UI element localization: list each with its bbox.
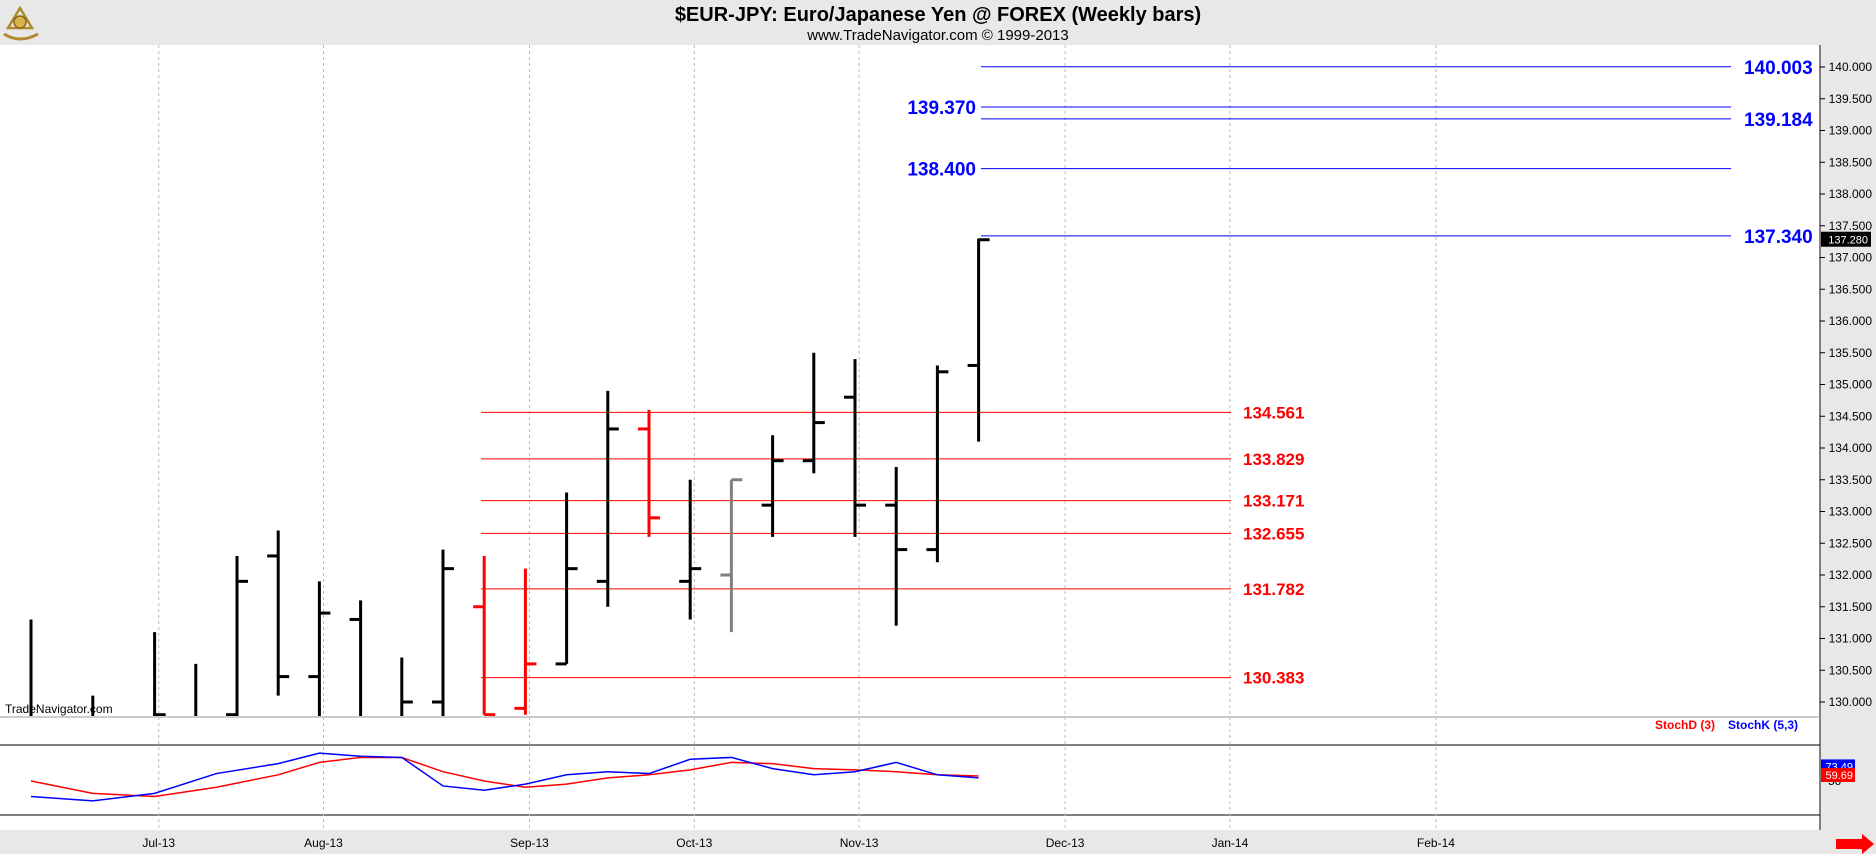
ohlc-bar bbox=[720, 478, 743, 633]
ohlc-bar bbox=[514, 568, 537, 715]
support-level-label: 133.829 bbox=[1243, 450, 1304, 469]
price-panel bbox=[0, 45, 1820, 717]
ohlc-bar bbox=[926, 365, 949, 563]
stoch-d-badge bbox=[1821, 767, 1855, 782]
chart-subtitle: www.TradeNavigator.com © 1999-2013 bbox=[806, 27, 1068, 44]
ohlc-bar bbox=[596, 390, 619, 607]
price-tick-label: 133.500 bbox=[1829, 473, 1873, 487]
date-tick-label: Sep-13 bbox=[510, 836, 549, 850]
support-level-label: 134.561 bbox=[1243, 403, 1304, 422]
support-level-label: 130.383 bbox=[1243, 669, 1304, 688]
support-level-label: 133.171 bbox=[1243, 492, 1304, 511]
ohlc-bar bbox=[844, 359, 866, 537]
stoch-k-line bbox=[30, 752, 979, 802]
ohlc-bar bbox=[761, 435, 784, 537]
price-axis-bar bbox=[1821, 45, 1876, 830]
price-tick-label: 137.000 bbox=[1829, 251, 1873, 265]
resistance-level-label: 140.003 bbox=[1744, 58, 1813, 79]
date-axis-bar bbox=[0, 830, 1876, 854]
ohlc-bar bbox=[802, 352, 825, 474]
price-tick-label: 132.000 bbox=[1829, 568, 1873, 582]
price-tick-label: 131.000 bbox=[1829, 632, 1873, 646]
resistance-level-label: 137.340 bbox=[1744, 227, 1813, 248]
ohlc-bar bbox=[91, 695, 95, 716]
sextant-logo-icon bbox=[3, 5, 39, 41]
price-tick-label: 138.500 bbox=[1829, 155, 1873, 169]
ohlc-bar bbox=[226, 555, 248, 716]
price-tick-label: 135.500 bbox=[1829, 346, 1873, 360]
stoch-d-legend: StochD (3) bbox=[1655, 718, 1715, 732]
price-tick-label: 139.500 bbox=[1829, 92, 1873, 106]
ohlc-bar bbox=[267, 530, 290, 696]
price-tick-label: 136.500 bbox=[1829, 282, 1873, 296]
price-tick-label: 135.000 bbox=[1829, 378, 1873, 392]
price-tick-label: 137.500 bbox=[1829, 219, 1873, 233]
header-bar bbox=[0, 0, 1876, 45]
chart-title: $EUR-JPY: Euro/Japanese Yen @ FOREX (Wee… bbox=[675, 4, 1201, 26]
resistance-level-label: 139.370 bbox=[907, 98, 976, 119]
date-tick-label: Nov-13 bbox=[840, 836, 879, 850]
resistance-level-label: 139.184 bbox=[1744, 110, 1813, 131]
stoch-d-value: 59.69 bbox=[1825, 770, 1853, 782]
date-tick-label: Dec-13 bbox=[1046, 836, 1085, 850]
price-tick-label: 140.000 bbox=[1829, 60, 1873, 74]
date-tick-label: Jan-14 bbox=[1212, 836, 1249, 850]
price-tick-label: 134.000 bbox=[1829, 441, 1873, 455]
watermark-text: TradeNavigator.com bbox=[5, 702, 113, 716]
support-level-label: 131.782 bbox=[1243, 580, 1304, 599]
price-tick-label: 130.500 bbox=[1829, 663, 1873, 677]
stoch-k-legend: StochK (5,3) bbox=[1728, 718, 1798, 732]
ohlc-bar bbox=[153, 632, 166, 716]
ohlc-bar bbox=[308, 581, 331, 716]
price-tick-label: 133.000 bbox=[1829, 505, 1873, 519]
current-price-label: 137.280 bbox=[1828, 235, 1868, 247]
price-tick-label: 131.500 bbox=[1829, 600, 1873, 614]
ohlc-bar bbox=[679, 479, 702, 620]
stoch-d-line bbox=[30, 756, 979, 798]
price-tick-label: 138.000 bbox=[1829, 187, 1873, 201]
ohlc-bar bbox=[555, 492, 578, 666]
ohlc-bar bbox=[885, 467, 908, 626]
price-tick-label: 130.000 bbox=[1829, 695, 1873, 709]
price-tick-label: 132.500 bbox=[1829, 536, 1873, 550]
ohlc-bar bbox=[967, 238, 990, 442]
right-arrow-icon[interactable] bbox=[1836, 834, 1874, 854]
ohlc-bar bbox=[473, 555, 496, 716]
date-tick-label: Oct-13 bbox=[676, 836, 712, 850]
ohlc-bar bbox=[349, 600, 363, 716]
current-price-badge bbox=[1821, 231, 1871, 247]
date-tick-label: Feb-14 bbox=[1417, 836, 1455, 850]
date-tick-label: Aug-13 bbox=[304, 836, 343, 850]
ohlc-bar bbox=[194, 663, 198, 716]
date-tick-label: Jul-13 bbox=[142, 836, 175, 850]
price-tick-label: 136.000 bbox=[1829, 314, 1873, 328]
support-level-label: 132.655 bbox=[1243, 524, 1304, 543]
resistance-level-label: 138.400 bbox=[907, 160, 976, 181]
ohlc-bar bbox=[29, 619, 33, 716]
ohlc-bar bbox=[638, 409, 660, 537]
ohlc-bar bbox=[400, 657, 413, 716]
price-tick-label: 134.500 bbox=[1829, 409, 1873, 423]
price-tick-label: 139.000 bbox=[1829, 124, 1873, 138]
ohlc-bar bbox=[432, 549, 454, 716]
